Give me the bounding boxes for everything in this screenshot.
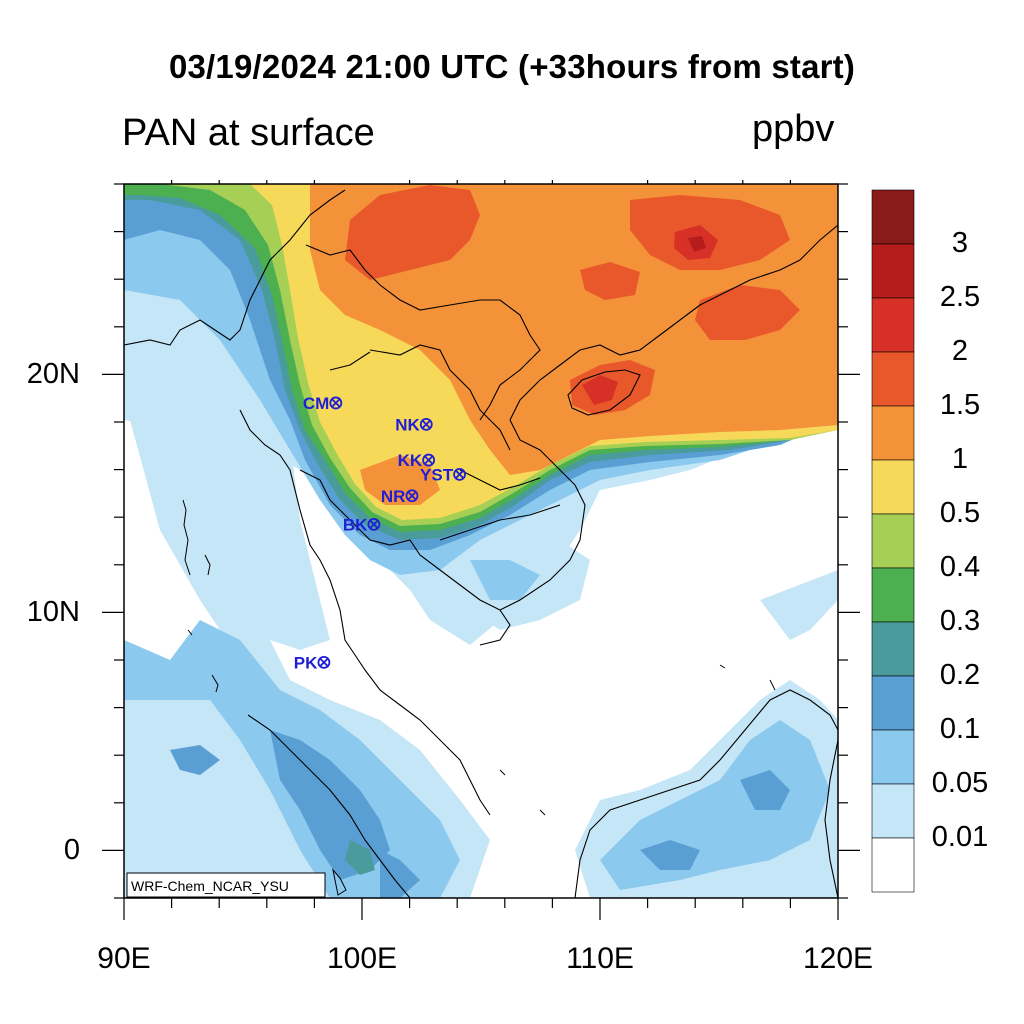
- station-cross-icon: [369, 519, 379, 529]
- colorbar-swatch: [871, 297, 915, 353]
- station-label: PK: [294, 653, 318, 672]
- colorbar: [871, 189, 915, 893]
- station-cross-icon: [424, 455, 434, 465]
- islands: [182, 499, 776, 896]
- model-label-box: [126, 872, 326, 898]
- station-cross-icon: [407, 491, 417, 501]
- station-symbol-icon: [419, 417, 433, 431]
- station-cross-icon: [421, 419, 431, 429]
- colorbar-swatch: [871, 351, 915, 407]
- colorbar-level-label: 2.5: [939, 281, 981, 313]
- station-cross-icon: [319, 657, 329, 667]
- model-label: WRF-Chem_NCAR_YSU: [131, 878, 289, 894]
- colorbar-level-label: 0.2: [939, 659, 981, 691]
- colorbar-level-label: 1: [951, 443, 969, 475]
- station-marker: KK: [398, 451, 436, 470]
- colorbar-level-label: 0.4: [939, 551, 981, 583]
- lat-label-10n: 10N: [26, 596, 80, 628]
- coastlines: [124, 189, 838, 898]
- colorbar-swatch: [871, 513, 915, 569]
- colorbar-swatch: [871, 459, 915, 515]
- station-cross-icon: [455, 469, 465, 479]
- station-marker: CM: [303, 394, 343, 413]
- axis-ticks: [102, 180, 860, 920]
- station-label: NR: [381, 487, 406, 506]
- colorbar-swatch: [871, 405, 915, 461]
- map-title: 03/19/2024 21:00 UTC (+33hours from star…: [168, 48, 856, 85]
- lon-label-120e: 120E: [802, 942, 874, 975]
- lat-label-20n: 20N: [26, 358, 80, 390]
- station-marker: YST: [420, 465, 466, 484]
- colorbar-level-label: 3: [951, 227, 969, 259]
- station-symbol-icon: [317, 655, 331, 669]
- colorbar-swatch: [871, 729, 915, 785]
- colorbar-swatch: [871, 621, 915, 677]
- station-symbol-icon: [329, 396, 343, 410]
- station-marker: NK: [395, 415, 433, 434]
- colorbar-level-label: 0.01: [931, 821, 989, 853]
- station-label: CM: [303, 394, 329, 413]
- lon-label-110e: 110E: [566, 942, 634, 975]
- station-cross-icon: [331, 398, 341, 408]
- colorbar-swatch: [871, 243, 915, 299]
- colorbar-level-label: 1.5: [939, 389, 981, 421]
- station-symbol-icon: [422, 453, 436, 467]
- concentration-field: [124, 184, 838, 898]
- station-marker: PK: [294, 653, 331, 672]
- lat-label-0: 0: [63, 834, 80, 866]
- colorbar-level-label: 2: [951, 335, 969, 367]
- colorbar-level-label: 0.1: [939, 713, 981, 745]
- station-symbol-icon: [367, 517, 381, 531]
- map-frame: [123, 183, 839, 899]
- station-label: BK: [343, 515, 368, 534]
- station-symbol-icon: [405, 489, 419, 503]
- lon-label-100e: 100E: [326, 942, 398, 975]
- station-label: NK: [395, 415, 420, 434]
- colorbar-swatch: [871, 837, 915, 893]
- colorbar-swatch: [871, 567, 915, 623]
- station-symbol-icon: [453, 467, 466, 481]
- colorbar-level-label: 0.3: [939, 605, 981, 637]
- station-label: KK: [398, 451, 423, 470]
- station-marker: NR: [381, 487, 419, 506]
- units-label: ppbv: [752, 108, 835, 150]
- colorbar-swatch: [871, 675, 915, 731]
- colorbar-swatch: [871, 783, 915, 839]
- lon-label-90e: 90E: [97, 942, 151, 975]
- station-label: YST: [420, 465, 454, 484]
- colorbar-level-label: 0.05: [931, 767, 989, 799]
- variable-label: PAN at surface: [122, 112, 375, 154]
- colorbar-level-label: 0.5: [939, 497, 981, 529]
- colorbar-swatch: [871, 189, 915, 245]
- station-marker: BK: [343, 515, 381, 534]
